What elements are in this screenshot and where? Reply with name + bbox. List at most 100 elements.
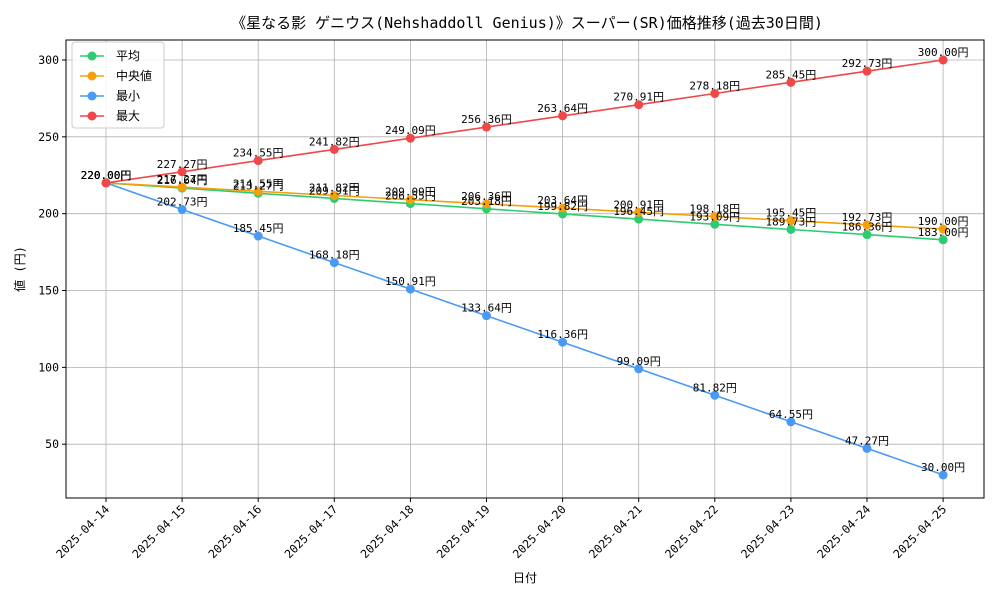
data-label: 234.55円 xyxy=(233,147,284,160)
data-label: 217.27円 xyxy=(157,173,208,186)
data-label: 249.09円 xyxy=(385,124,436,137)
data-label: 227.27円 xyxy=(157,158,208,171)
data-label: 195.45円 xyxy=(766,207,817,220)
data-point xyxy=(862,443,872,453)
data-label: 220.00円 xyxy=(81,169,132,182)
data-label: 198.18円 xyxy=(689,202,740,215)
legend-label: 中央値 xyxy=(116,68,152,83)
data-label: 292.73円 xyxy=(842,57,893,70)
x-tick-label: 2025-04-16 xyxy=(205,502,264,561)
data-point xyxy=(786,224,796,234)
chart-title: 《星なる影 ゲニウス(Nehshaddoll Genius)》スーパー(SR)価… xyxy=(231,14,823,32)
data-label: 220.00円 xyxy=(81,169,132,182)
series-layer xyxy=(101,55,948,480)
data-point xyxy=(405,284,415,294)
data-point xyxy=(329,191,339,201)
y-tick-label: 150 xyxy=(38,284,59,298)
data-label: 202.73円 xyxy=(157,195,208,208)
data-point xyxy=(634,100,644,110)
legend-marker xyxy=(87,71,97,81)
data-point xyxy=(177,167,187,177)
data-point xyxy=(710,89,720,99)
data-point xyxy=(862,230,872,240)
data-label: 206.36円 xyxy=(461,190,512,203)
data-label: 211.82円 xyxy=(309,182,360,195)
data-label: 189.73円 xyxy=(766,215,817,228)
series-line-2 xyxy=(105,182,944,476)
data-label: 186.36円 xyxy=(842,221,893,234)
data-point xyxy=(405,195,415,205)
data-point xyxy=(938,55,948,65)
data-point xyxy=(177,204,187,214)
legend-marker xyxy=(87,51,97,61)
y-tick-label: 300 xyxy=(38,53,59,67)
data-label: 216.64円 xyxy=(157,174,208,187)
data-point xyxy=(710,390,720,400)
data-label: 133.64円 xyxy=(461,302,512,315)
data-point xyxy=(862,220,872,230)
y-tick-label: 200 xyxy=(38,207,59,221)
data-label: 214.55円 xyxy=(233,177,284,190)
data-label: 203.18円 xyxy=(461,195,512,208)
x-tick-label: 2025-04-18 xyxy=(358,502,417,561)
data-point xyxy=(558,203,568,213)
data-point xyxy=(405,133,415,143)
data-label: 190.00円 xyxy=(918,215,969,228)
data-point xyxy=(786,216,796,226)
plot-frame xyxy=(65,39,985,499)
data-point xyxy=(253,231,263,241)
data-label: 192.73円 xyxy=(842,211,893,224)
data-point xyxy=(862,66,872,76)
x-tick-label: 2025-04-17 xyxy=(282,502,341,561)
data-point xyxy=(482,199,491,209)
data-label: 285.45円 xyxy=(766,68,817,81)
data-label: 300.00円 xyxy=(918,46,969,59)
data-point xyxy=(710,219,720,229)
data-point xyxy=(634,364,644,374)
data-point xyxy=(558,337,568,347)
x-tick-label: 2025-04-23 xyxy=(738,502,797,561)
data-point xyxy=(786,417,796,427)
data-point xyxy=(710,211,720,221)
data-label: 199.82円 xyxy=(537,200,588,213)
data-label: 81.82円 xyxy=(693,381,737,394)
x-tick-label: 2025-04-20 xyxy=(510,502,569,561)
x-tick-label: 2025-04-24 xyxy=(814,502,873,561)
data-label: 30.00円 xyxy=(921,461,965,474)
data-label: 270.91円 xyxy=(613,91,664,104)
data-label: 47.27円 xyxy=(845,434,889,447)
data-label: 209.91円 xyxy=(309,184,360,197)
series-line-1 xyxy=(105,182,944,230)
x-tick-label: 2025-04-19 xyxy=(434,502,493,561)
series-line-3 xyxy=(105,59,944,184)
x-tick-label: 2025-04-22 xyxy=(662,502,721,561)
data-point xyxy=(558,111,568,121)
legend-label: 平均 xyxy=(116,49,140,63)
data-point xyxy=(253,186,263,196)
data-point xyxy=(634,207,644,217)
series-line-0 xyxy=(105,182,944,241)
y-tick-label: 50 xyxy=(45,437,59,451)
data-point xyxy=(482,122,491,132)
x-axis: 2025-04-14 2025-04-15 2025-04-16 2025-04-17… xyxy=(53,498,949,561)
data-label: 116.36円 xyxy=(537,328,588,341)
data-label: 183.00円 xyxy=(918,226,969,239)
data-point xyxy=(634,214,644,224)
data-label: 263.64円 xyxy=(537,102,588,115)
data-point xyxy=(253,156,263,166)
data-label: 185.45円 xyxy=(233,222,284,235)
data-label: 193.09円 xyxy=(689,210,740,223)
legend-label: 最大 xyxy=(116,109,140,123)
data-label: 200.91円 xyxy=(613,198,664,211)
data-label: 241.82円 xyxy=(309,135,360,148)
data-label: 206.55円 xyxy=(385,190,436,203)
data-label: 203.64円 xyxy=(537,194,588,207)
data-point xyxy=(329,258,339,268)
data-point xyxy=(938,235,948,245)
x-tick-label: 2025-04-21 xyxy=(586,502,645,561)
data-point xyxy=(938,470,948,480)
data-label: 168.18円 xyxy=(309,249,360,262)
y-axis: 50 100 150 200 250 300 xyxy=(38,53,66,451)
